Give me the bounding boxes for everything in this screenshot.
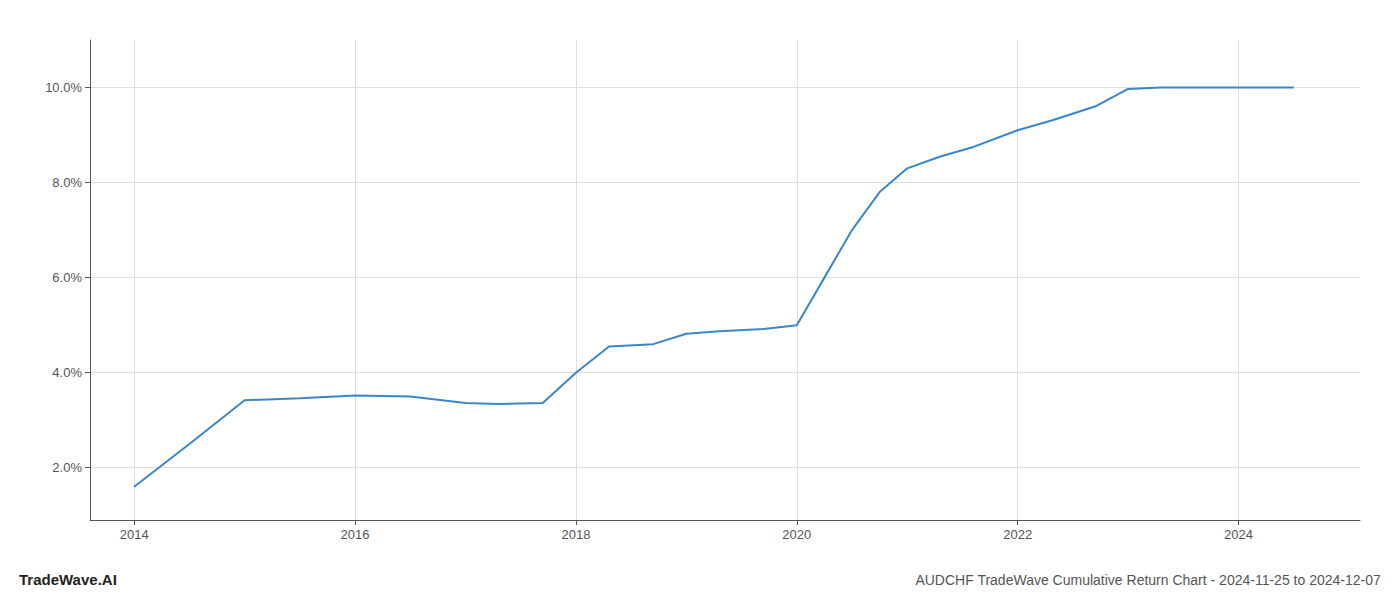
svg-text:2022: 2022 (1003, 527, 1032, 542)
svg-text:8.0%: 8.0% (52, 175, 82, 190)
svg-text:2024: 2024 (1224, 527, 1253, 542)
svg-text:AUDCHF TradeWave Cumulative Re: AUDCHF TradeWave Cumulative Return Chart… (915, 572, 1381, 588)
svg-text:4.0%: 4.0% (52, 365, 82, 380)
svg-text:2014: 2014 (120, 527, 149, 542)
svg-text:2020: 2020 (782, 527, 811, 542)
svg-text:6.0%: 6.0% (52, 270, 82, 285)
svg-text:2.0%: 2.0% (52, 460, 82, 475)
svg-text:TradeWave.AI: TradeWave.AI (19, 571, 117, 588)
svg-text:10.0%: 10.0% (45, 80, 82, 95)
svg-text:2018: 2018 (561, 527, 590, 542)
svg-text:2016: 2016 (341, 527, 370, 542)
